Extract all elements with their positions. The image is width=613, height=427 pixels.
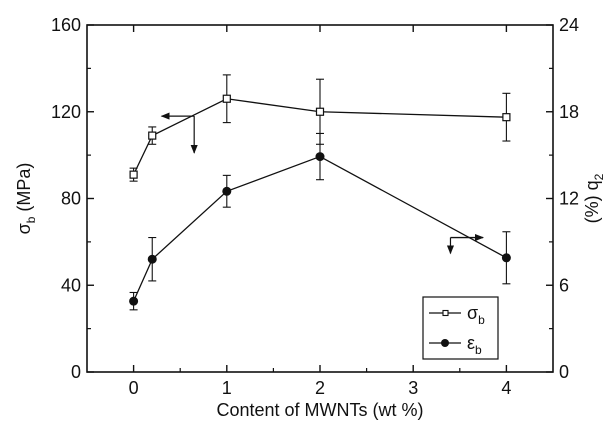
- y-left-tick-label: 0: [71, 362, 81, 382]
- x-tick-label: 4: [501, 378, 511, 398]
- series-epsilon-b: [129, 132, 511, 311]
- y-left-tick-label: 80: [61, 189, 81, 209]
- legend-marker: [442, 309, 449, 317]
- data-point: [502, 113, 511, 122]
- y-left-tick-label: 120: [51, 102, 81, 122]
- legend-label: σb: [467, 303, 485, 327]
- data-point: [147, 254, 157, 264]
- y-left-axis-label: σb (MPa): [14, 163, 38, 235]
- x-tick-label: 0: [129, 378, 139, 398]
- legend-label: εb: [467, 333, 482, 357]
- x-axis-label: Content of MWNTs (wt %): [216, 400, 423, 420]
- y-right-tick-label: 18: [559, 102, 579, 122]
- series-layer: [129, 74, 511, 311]
- x-tick-label: 3: [408, 378, 418, 398]
- data-point: [315, 107, 325, 116]
- data-point: [501, 253, 511, 263]
- data-point: [129, 296, 139, 306]
- data-point: [148, 131, 157, 140]
- y-right-axis-label: (%) q2: [582, 173, 606, 223]
- y-right-tick-label: 0: [559, 362, 569, 382]
- legend-box: [422, 296, 499, 360]
- axis-labels-layer: Content of MWNTs (wt %) σb (MPa) (%) q2: [14, 163, 606, 420]
- y-left-tick-label: 40: [61, 275, 81, 295]
- legend: σb εb: [422, 296, 499, 360]
- data-point: [315, 152, 325, 162]
- data-point: [222, 94, 231, 103]
- legend-marker: [441, 339, 449, 347]
- y-right-tick-label: 24: [559, 15, 579, 35]
- y-right-tick-label: 6: [559, 275, 569, 295]
- series-sigma-b: [129, 74, 511, 182]
- data-point: [129, 170, 138, 179]
- y-right-tick-label: 12: [559, 189, 579, 209]
- y-left-tick-label: 160: [51, 15, 81, 35]
- x-tick-label: 1: [222, 378, 232, 398]
- x-tick-label: 2: [315, 378, 325, 398]
- data-point: [222, 186, 232, 196]
